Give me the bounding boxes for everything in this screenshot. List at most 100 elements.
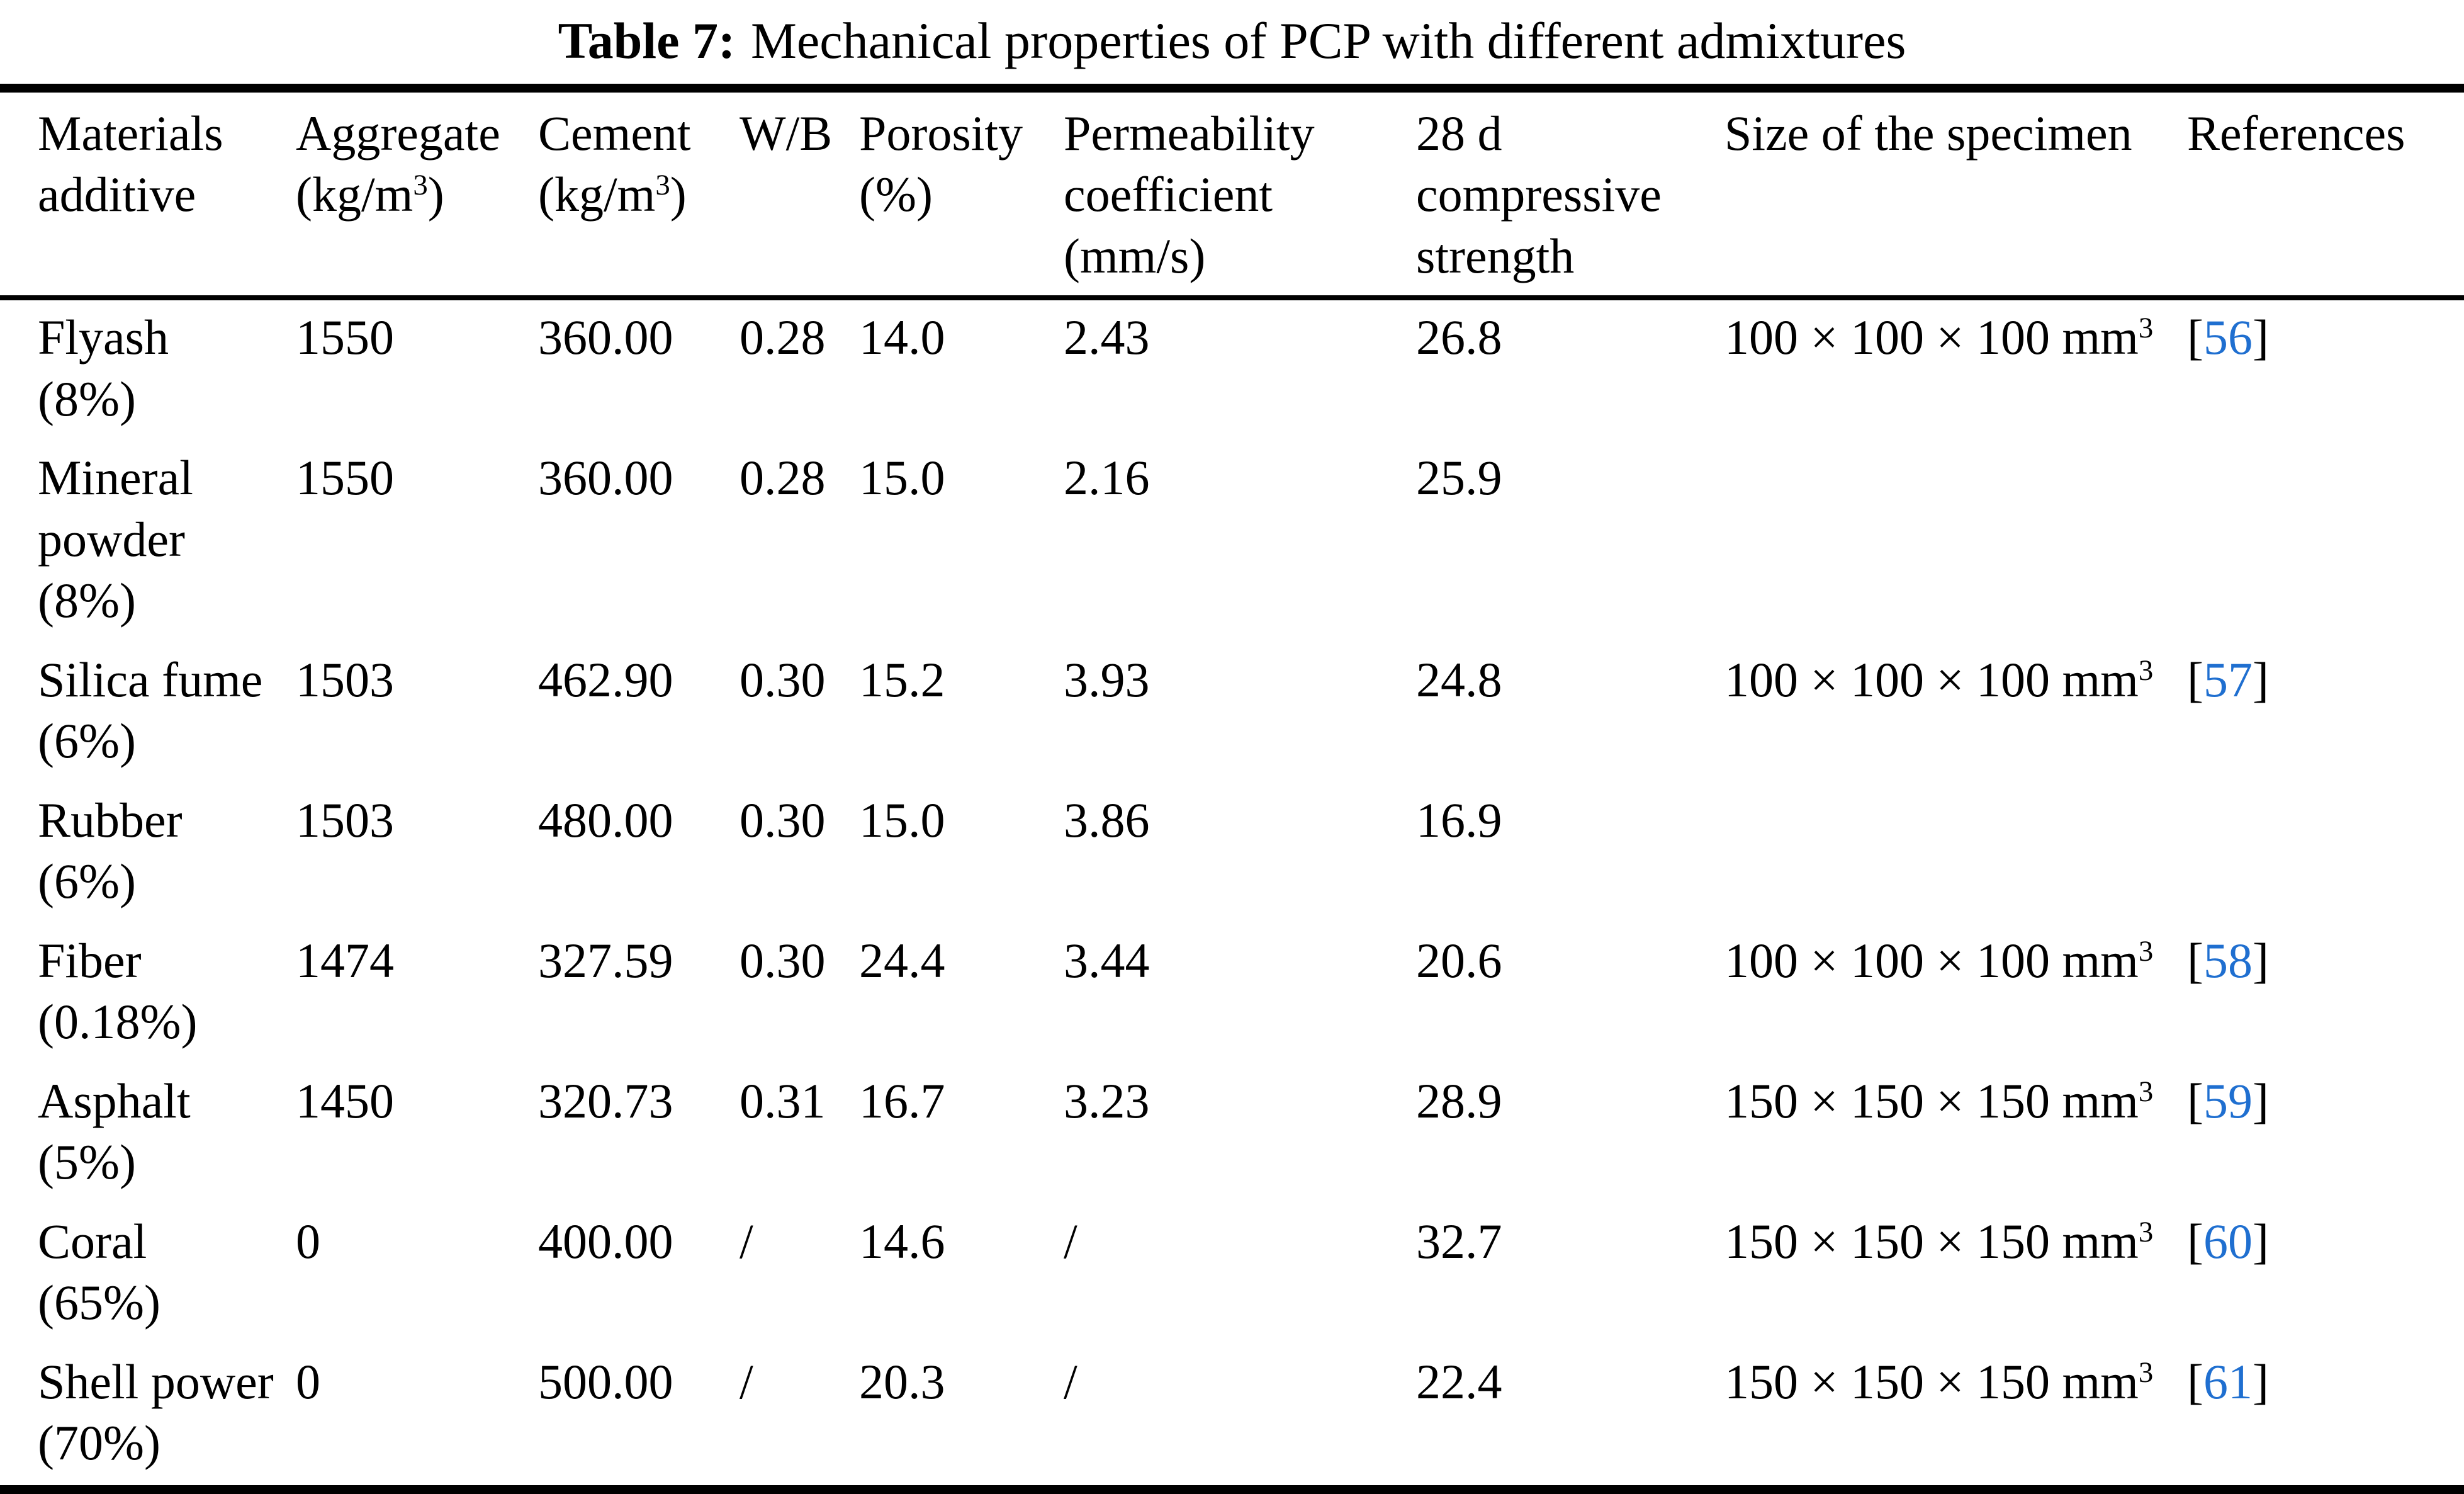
reference-link[interactable]: 61 [2203,1354,2253,1409]
cell-strength: 28.9 [1416,1073,1502,1128]
superscript: 3 [655,169,670,202]
table-caption-text: Mechanical properties of PCP with differ… [750,12,1906,69]
cell-size [1724,783,2187,924]
table-body: Flyash (8%) 1550 360.00 0.28 14.0 2.43 26.8 100 … [0,298,2464,1490]
header-line: compressive [1416,167,1662,222]
superscript: 3 [2138,1355,2154,1389]
material-line: (0.18%) [38,994,198,1049]
reference-bracket-close: ] [2252,1354,2269,1409]
cell-material: Coral (65%) [0,1204,296,1345]
cell-cement: 500.00 [538,1354,673,1409]
cell-permeability: 3.93 [1064,652,1150,707]
header-line: Cement [538,105,691,161]
cell-wb: 0.30 [740,652,826,707]
table-header: Materials additive Aggregate (kg/m3) Cement (… [0,88,2464,298]
cell-cement: 400.00 [538,1213,673,1269]
cell-material: Rubber (6%) [0,783,296,924]
material-line: Rubber [38,792,183,847]
cell-size: 150 × 150 × 150 mm3 [1724,1073,2154,1128]
column-header-size: Size of the specimen [1724,88,2187,298]
cell-size: 100 × 100 × 100 mm3 [1724,652,2154,707]
cell-strength: 25.9 [1416,450,1502,505]
cell-aggregate: 1550 [296,310,394,365]
column-header-wb: W/B [740,88,859,298]
reference-bracket-open: [ [2187,1073,2203,1128]
column-header-material: Materials additive [0,88,296,298]
cell-ref: [58] [2187,924,2464,1064]
header-line: additive [38,167,196,222]
cell-porosity: 16.7 [859,1073,945,1128]
reference-link[interactable]: 56 [2203,310,2253,365]
cell-porosity: 15.0 [859,450,945,505]
header-line: Size of the specimen [1724,105,2132,161]
cell-wb: 0.28 [740,450,826,505]
cell-aggregate: 0 [296,1354,320,1409]
table-row: Asphalt (5%) 1450 320.73 0.31 16.7 3.23 28.9 150… [0,1064,2464,1204]
cell-strength: 22.4 [1416,1354,1502,1409]
cell-strength: 26.8 [1416,310,1502,365]
cell-aggregate: 1503 [296,652,394,707]
header-line: Porosity [859,105,1023,161]
cell-cement: 320.73 [538,1073,673,1128]
material-line: Mineral [38,450,193,505]
cell-permeability: 3.23 [1064,1073,1150,1128]
cell-material: Asphalt (5%) [0,1064,296,1204]
reference-bracket-open: [ [2187,1354,2203,1409]
cell-porosity: 14.6 [859,1213,945,1269]
material-line: (70%) [38,1415,160,1470]
material-line: (6%) [38,713,136,768]
reference-bracket-open: [ [2187,1213,2203,1269]
reference-bracket-open: [ [2187,932,2203,988]
header-line: References [2187,105,2405,161]
material-line: (8%) [38,573,136,628]
cell-wb: / [740,1354,753,1409]
reference-link[interactable]: 58 [2203,932,2253,988]
cell-strength: 16.9 [1416,792,1502,847]
cell-aggregate: 1450 [296,1073,394,1128]
material-line: Flyash [38,310,169,365]
superscript: 3 [413,169,428,202]
cell-strength: 24.8 [1416,652,1502,707]
reference-link[interactable]: 59 [2203,1073,2253,1128]
cell-porosity: 14.0 [859,310,945,365]
cell-porosity: 15.2 [859,652,945,707]
cell-material: Shell power (70%) [0,1345,296,1490]
cell-aggregate: 1474 [296,932,394,988]
cell-ref: [61] [2187,1345,2464,1490]
reference-link[interactable]: 57 [2203,652,2253,707]
page: Table 7: Mechanical properties of PCP wit… [0,9,2464,1494]
cell-ref: [60] [2187,1204,2464,1345]
reference-link[interactable]: 60 [2203,1213,2253,1269]
cell-permeability: / [1064,1354,1077,1409]
reference-bracket-open: [ [2187,652,2203,707]
cell-ref: [56] [2187,298,2464,441]
cell-cement: 462.90 [538,652,673,707]
cell-porosity: 15.0 [859,792,945,847]
superscript: 3 [2138,934,2154,968]
cell-material: Flyash (8%) [0,298,296,441]
header-line: strength [1416,228,1575,283]
header-line: 28 d [1416,105,1502,161]
cell-cement: 480.00 [538,792,673,847]
reference-bracket-close: ] [2252,1213,2269,1269]
column-header-cement: Cement (kg/m3) [538,88,740,298]
header-line: W/B [740,105,833,161]
cell-wb: 0.30 [740,792,826,847]
reference-bracket-close: ] [2252,310,2269,365]
material-line: Coral [38,1213,147,1269]
reference-bracket-open: [ [2187,310,2203,365]
cell-strength: 20.6 [1416,932,1502,988]
cell-cement: 327.59 [538,932,673,988]
material-line: (8%) [38,371,136,426]
header-line: (mm/s) [1064,228,1206,283]
cell-cement: 360.00 [538,450,673,505]
reference-bracket-close: ] [2252,652,2269,707]
table-row: Mineral powder (8%) 1550 360.00 0.28 15.0 2.16 2… [0,441,2464,643]
material-line: (6%) [38,854,136,908]
cell-size: 100 × 100 × 100 mm3 [1724,932,2154,988]
material-line: Silica fume [38,652,263,707]
cell-ref: [57] [2187,643,2464,783]
table-row: Fiber (0.18%) 1474 327.59 0.30 24.4 3.44 20.6 10… [0,924,2464,1064]
properties-table: Materials additive Aggregate (kg/m3) Cement (… [0,83,2464,1494]
cell-wb: / [740,1213,753,1269]
